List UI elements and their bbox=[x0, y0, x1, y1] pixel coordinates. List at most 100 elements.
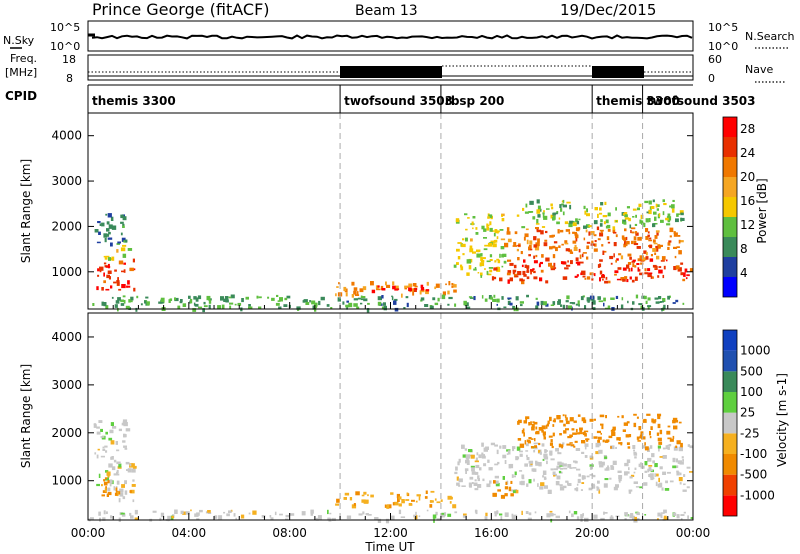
data-cell bbox=[382, 302, 386, 306]
data-cell bbox=[126, 469, 129, 471]
data-cell bbox=[270, 517, 274, 521]
data-cell bbox=[365, 513, 369, 516]
data-cell bbox=[659, 429, 663, 435]
data-cell bbox=[116, 469, 119, 474]
data-cell bbox=[203, 305, 208, 308]
data-cell bbox=[559, 484, 563, 487]
data-cell bbox=[631, 240, 634, 245]
data-cell bbox=[575, 448, 581, 451]
data-cell bbox=[676, 471, 680, 476]
data-cell bbox=[503, 306, 507, 309]
data-cell bbox=[505, 481, 508, 485]
data-cell bbox=[441, 514, 445, 518]
data-cell bbox=[525, 416, 530, 420]
data-cell bbox=[521, 279, 525, 285]
y-tick-label: 4000 bbox=[51, 330, 82, 344]
data-cell bbox=[130, 296, 134, 301]
data-cell bbox=[526, 439, 531, 443]
data-cell bbox=[652, 460, 655, 464]
data-cell bbox=[509, 277, 513, 282]
data-cell bbox=[607, 241, 611, 244]
data-cell bbox=[488, 214, 493, 218]
data-cell bbox=[96, 286, 99, 291]
data-cell bbox=[477, 484, 482, 488]
data-cell bbox=[274, 511, 277, 516]
data-cell bbox=[533, 478, 535, 482]
data-cell bbox=[552, 301, 556, 305]
cpid-label: CPID bbox=[5, 89, 37, 103]
data-cell bbox=[536, 209, 541, 214]
data-cell bbox=[594, 240, 597, 243]
data-cell bbox=[145, 296, 149, 299]
data-cell bbox=[303, 299, 308, 302]
data-cell bbox=[462, 253, 465, 256]
data-cell bbox=[528, 460, 534, 464]
data-cell bbox=[568, 222, 573, 228]
data-cell bbox=[602, 278, 604, 281]
data-cell bbox=[610, 446, 612, 449]
data-cell bbox=[519, 453, 523, 457]
data-cell bbox=[555, 448, 559, 452]
data-cell bbox=[660, 512, 665, 514]
colorbar-swatch bbox=[723, 237, 737, 257]
data-cell bbox=[546, 460, 548, 465]
cpid-segment-label: themis 3300 bbox=[596, 94, 680, 108]
data-cell bbox=[599, 207, 602, 211]
data-cell bbox=[575, 227, 580, 232]
data-cell bbox=[582, 295, 585, 298]
data-cell bbox=[593, 418, 596, 421]
data-cell bbox=[261, 515, 266, 518]
data-cell bbox=[451, 285, 454, 288]
data-cell bbox=[349, 497, 353, 501]
data-cell bbox=[636, 246, 641, 249]
data-cell bbox=[672, 435, 675, 439]
data-cell bbox=[496, 298, 500, 303]
data-cell bbox=[582, 252, 587, 254]
data-cell bbox=[501, 218, 505, 222]
data-cell bbox=[524, 211, 529, 214]
data-cell bbox=[367, 494, 369, 497]
data-cell bbox=[245, 296, 249, 300]
noise-sky-line bbox=[91, 34, 693, 40]
data-cell bbox=[93, 423, 97, 425]
data-cell bbox=[675, 218, 679, 223]
data-cell bbox=[623, 243, 627, 248]
data-cell bbox=[290, 513, 295, 516]
data-cell bbox=[103, 481, 108, 486]
data-cell bbox=[649, 445, 653, 449]
data-cell bbox=[413, 514, 416, 518]
data-cell bbox=[127, 248, 133, 251]
data-cell bbox=[650, 206, 655, 209]
data-cell bbox=[127, 468, 132, 473]
data-cell bbox=[675, 299, 679, 303]
data-cell bbox=[486, 223, 489, 228]
data-cell bbox=[600, 423, 604, 426]
data-cell bbox=[647, 231, 650, 234]
data-cell bbox=[572, 432, 577, 435]
data-cell bbox=[563, 467, 568, 470]
data-cell bbox=[426, 509, 429, 512]
data-cell bbox=[391, 295, 393, 298]
data-cell bbox=[567, 481, 569, 485]
data-cell bbox=[565, 420, 570, 425]
data-cell bbox=[314, 302, 318, 307]
data-cell bbox=[248, 304, 251, 307]
data-cell bbox=[285, 514, 289, 518]
data-cell bbox=[351, 294, 354, 298]
data-cell bbox=[488, 267, 493, 269]
data-cell bbox=[454, 303, 457, 307]
data-cell bbox=[601, 244, 604, 247]
data-cell bbox=[542, 458, 545, 461]
data-cell bbox=[598, 461, 602, 464]
data-cell bbox=[103, 510, 106, 515]
data-cell bbox=[424, 304, 429, 307]
data-cell bbox=[627, 262, 632, 265]
data-cell bbox=[521, 430, 525, 434]
data-cell bbox=[620, 255, 624, 260]
colorbar-tick-label: 24 bbox=[740, 146, 755, 160]
data-cell bbox=[656, 255, 660, 260]
data-cell bbox=[521, 264, 524, 268]
data-cell bbox=[475, 457, 478, 462]
data-cell bbox=[523, 420, 527, 424]
data-cell bbox=[517, 257, 520, 261]
